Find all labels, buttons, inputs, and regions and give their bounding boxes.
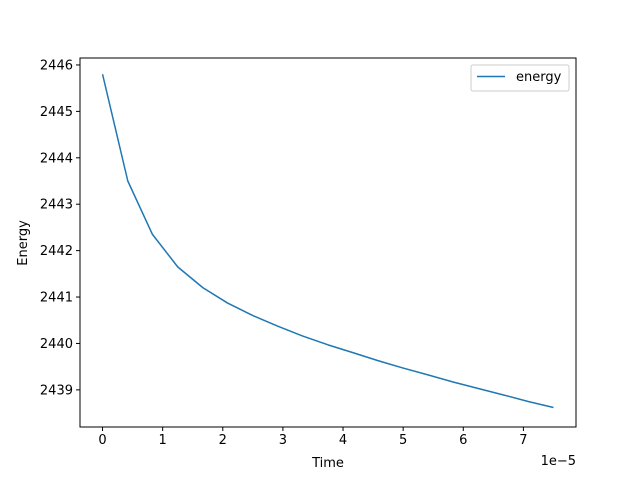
x-axis-ticks: 0 1 2 3 4 5 6 7 bbox=[98, 427, 528, 448]
axes-frame bbox=[79, 57, 577, 428]
y-tick-label: 2441 bbox=[40, 291, 73, 306]
x-tick-label: 5 bbox=[399, 433, 407, 448]
y-tick-label: 2446 bbox=[40, 58, 73, 73]
x-tick-label: 1 bbox=[159, 433, 167, 448]
y-tick-label: 2443 bbox=[40, 198, 73, 213]
x-axis-offset-label: 1e−5 bbox=[541, 454, 576, 469]
series-layer bbox=[101, 74, 554, 409]
y-axis-ticks: 2439 2440 2441 2442 2443 2444 2445 2446 bbox=[40, 58, 80, 398]
x-tick-label: 4 bbox=[339, 433, 347, 448]
plot-area bbox=[79, 57, 577, 428]
y-tick-label: 2442 bbox=[40, 244, 73, 259]
x-tick-label: 2 bbox=[219, 433, 227, 448]
legend-label-energy: energy bbox=[516, 70, 562, 85]
x-tick-label: 0 bbox=[98, 433, 106, 448]
y-tick-label: 2440 bbox=[40, 337, 73, 352]
x-tick-label: 6 bbox=[459, 433, 467, 448]
series-line-energy bbox=[101, 74, 554, 409]
x-tick-label: 7 bbox=[519, 433, 527, 448]
y-tick-label: 2444 bbox=[40, 151, 73, 166]
y-axis-label: Energy bbox=[16, 220, 31, 266]
y-tick-label: 2445 bbox=[40, 105, 73, 120]
legend-box bbox=[470, 64, 570, 92]
x-tick-label: 3 bbox=[279, 433, 287, 448]
x-axis-label: Time bbox=[311, 456, 344, 471]
y-tick-label: 2439 bbox=[40, 383, 73, 398]
legend: energy bbox=[470, 64, 570, 92]
